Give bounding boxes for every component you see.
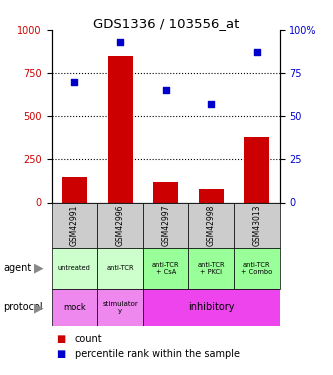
Text: ■: ■ (57, 350, 66, 359)
Bar (188, 248, 234, 289)
Text: protocol: protocol (3, 303, 43, 312)
Bar (62, 177, 87, 203)
Text: GSM42998: GSM42998 (207, 204, 216, 246)
Text: ▶: ▶ (34, 301, 43, 314)
Bar (52, 289, 97, 326)
Bar (108, 56, 133, 202)
Bar (153, 182, 178, 203)
Bar (52, 248, 97, 289)
Point (72, 79, 77, 85)
Text: GDS1336 / 103556_at: GDS1336 / 103556_at (93, 17, 240, 30)
Text: untreated: untreated (58, 265, 91, 271)
Bar (97, 289, 143, 326)
Text: mock: mock (63, 303, 86, 312)
Text: inhibitory: inhibitory (188, 303, 234, 312)
Text: percentile rank within the sample: percentile rank within the sample (75, 350, 240, 359)
Point (208, 101, 214, 107)
Bar (234, 248, 280, 289)
Text: ▶: ▶ (34, 262, 43, 274)
Point (163, 87, 168, 93)
Bar (97, 202, 143, 248)
Text: GSM42996: GSM42996 (116, 204, 125, 246)
Bar (143, 248, 188, 289)
Bar (143, 202, 188, 248)
Point (254, 50, 260, 55)
Bar (234, 202, 280, 248)
Text: GSM42991: GSM42991 (70, 204, 79, 246)
Bar (143, 289, 280, 326)
Point (117, 39, 123, 45)
Bar (52, 202, 97, 248)
Text: GSM43013: GSM43013 (252, 204, 261, 246)
Text: agent: agent (3, 263, 32, 273)
Text: ■: ■ (57, 334, 66, 344)
Bar (188, 202, 234, 248)
Text: stimulator
y: stimulator y (102, 301, 138, 314)
Text: anti-TCR
+ Combo: anti-TCR + Combo (241, 262, 272, 274)
Text: GSM42997: GSM42997 (161, 204, 170, 246)
Text: count: count (75, 334, 103, 344)
Text: anti-TCR
+ CsA: anti-TCR + CsA (152, 262, 179, 274)
Bar (97, 248, 143, 289)
Text: anti-TCR
+ PKCi: anti-TCR + PKCi (197, 262, 225, 274)
Text: anti-TCR: anti-TCR (106, 265, 134, 271)
Bar (244, 137, 269, 202)
Bar (199, 189, 224, 202)
